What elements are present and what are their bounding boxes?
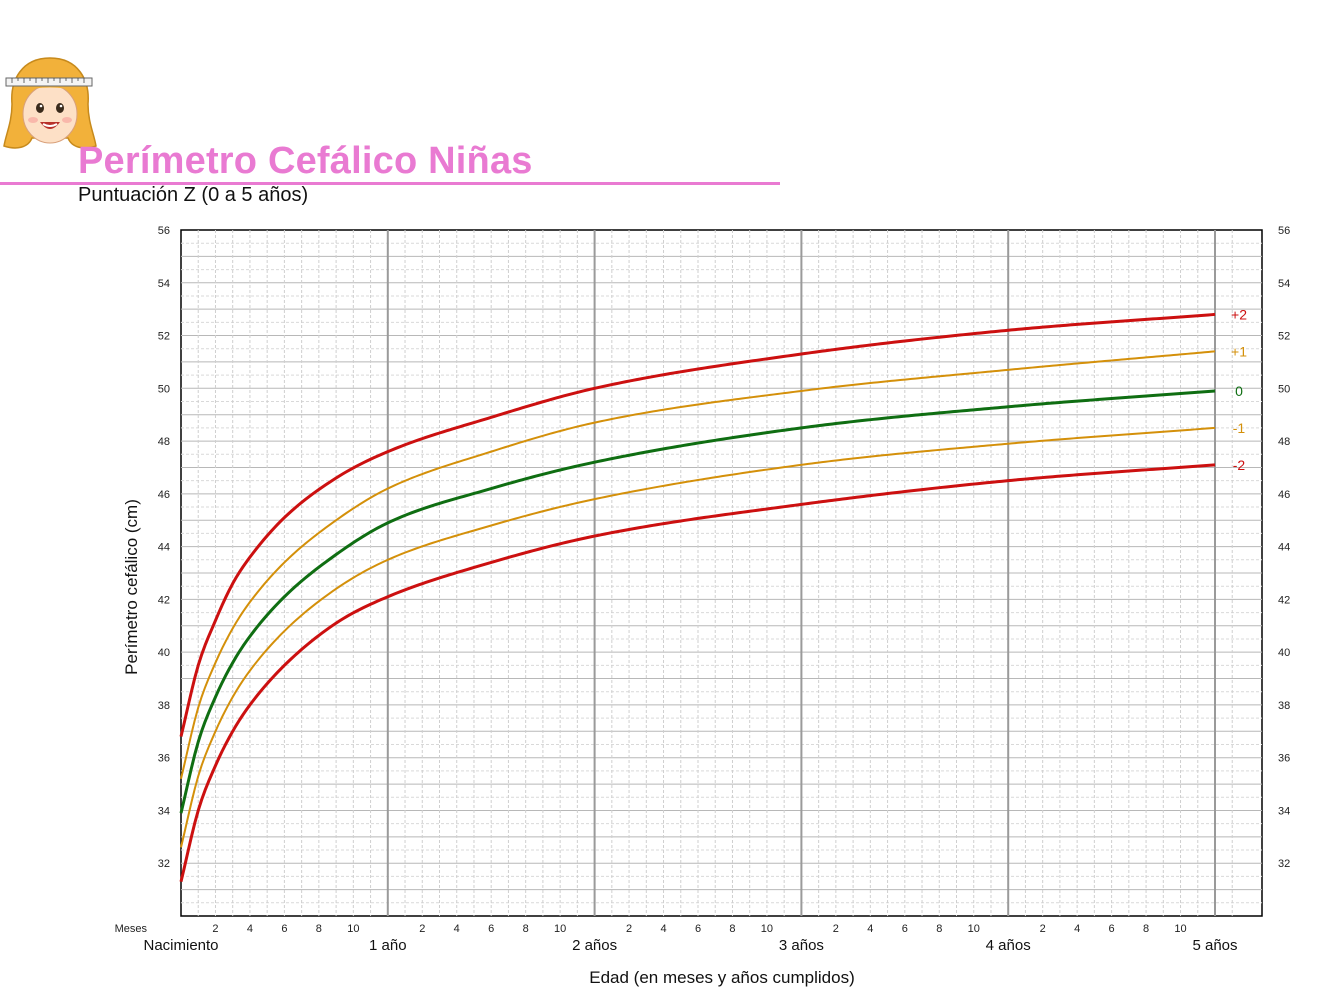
y-tick-label-left: 54 — [158, 278, 170, 290]
y-tick-label-right: 54 — [1278, 278, 1290, 290]
y-tick-label-left: 36 — [158, 753, 170, 765]
x-month-tick-label: 10 — [968, 923, 980, 935]
title-underline — [0, 182, 780, 185]
x-month-tick-label: 10 — [1174, 923, 1186, 935]
x-month-tick-label: 2 — [626, 923, 632, 935]
series-label-zplus1: +1 — [1231, 343, 1247, 359]
y-tick-label-right: 52 — [1278, 331, 1290, 343]
x-month-tick-label: 2 — [419, 923, 425, 935]
x-month-tick-label: 6 — [281, 923, 287, 935]
x-axis-label: Edad (en meses y años cumplidos) — [589, 968, 855, 987]
x-year-label: 5 años — [1192, 937, 1237, 954]
y-tick-label-left: 52 — [158, 331, 170, 343]
y-tick-label-right: 56 — [1278, 225, 1290, 237]
y-tick-label-right: 50 — [1278, 383, 1290, 395]
series-label-zplus2: +2 — [1231, 306, 1247, 322]
x-minor-axis-label: Meses — [115, 923, 148, 935]
x-month-tick-label: 2 — [1040, 923, 1046, 935]
x-month-tick-label: 8 — [316, 923, 322, 935]
series-label-zminus2: -2 — [1233, 457, 1246, 473]
chart-subtitle: Puntuación Z (0 a 5 años) — [78, 184, 309, 206]
y-axis-label: Perímetro cefálico (cm) — [122, 499, 141, 675]
y-tick-label-left: 48 — [158, 436, 170, 448]
x-year-label: Nacimiento — [143, 937, 218, 954]
y-tick-label-left: 34 — [158, 805, 170, 817]
y-tick-label-right: 38 — [1278, 700, 1290, 712]
y-tick-label-left: 42 — [158, 594, 170, 606]
y-tick-label-left: 50 — [158, 383, 170, 395]
y-tick-label-left: 46 — [158, 489, 170, 501]
y-tick-label-right: 32 — [1278, 858, 1290, 870]
chart-grid — [180, 229, 1263, 917]
y-tick-label-left: 40 — [158, 647, 170, 659]
x-month-tick-label: 4 — [867, 923, 873, 935]
series-line-zminus1 — [180, 426, 1216, 848]
y-tick-label-left: 56 — [158, 225, 170, 237]
x-month-tick-label: 10 — [347, 923, 359, 935]
girl-measuring-head-logo — [3, 57, 97, 149]
x-month-tick-label: 8 — [1143, 923, 1149, 935]
x-year-label: 2 años — [572, 937, 617, 954]
x-month-tick-label: 8 — [523, 923, 529, 935]
series-label-zminus1: -1 — [1233, 420, 1246, 436]
x-month-tick-label: 10 — [761, 923, 773, 935]
x-month-tick-label: 6 — [488, 923, 494, 935]
y-tick-label-left: 44 — [158, 542, 170, 554]
page-title: Perímetro Cefálico Niñas — [78, 140, 533, 182]
y-tick-label-left: 38 — [158, 700, 170, 712]
x-month-tick-label: 2 — [212, 923, 218, 935]
series-line-z0 — [179, 389, 1216, 814]
y-tick-label-right: 40 — [1278, 647, 1290, 659]
x-year-label: 3 años — [779, 937, 824, 954]
x-month-tick-label: 4 — [1074, 923, 1080, 935]
x-year-label: 1 año — [369, 937, 407, 954]
chart-series — [179, 312, 1216, 883]
x-month-tick-label: 8 — [729, 923, 735, 935]
x-month-tick-label: 4 — [454, 923, 460, 935]
y-tick-label-right: 46 — [1278, 489, 1290, 501]
x-month-tick-label: 4 — [660, 923, 666, 935]
x-month-tick-label: 6 — [902, 923, 908, 935]
y-tick-label-right: 42 — [1278, 594, 1290, 606]
series-label-z0: 0 — [1235, 383, 1243, 399]
y-tick-label-right: 34 — [1278, 805, 1290, 817]
series-line-zplus1 — [180, 350, 1216, 780]
x-month-tick-label: 6 — [1109, 923, 1115, 935]
x-month-tick-label: 2 — [833, 923, 839, 935]
y-tick-label-right: 48 — [1278, 436, 1290, 448]
y-tick-label-right: 36 — [1278, 753, 1290, 765]
x-month-tick-label: 10 — [554, 923, 566, 935]
y-tick-label-right: 44 — [1278, 542, 1290, 554]
series-line-zminus2 — [179, 463, 1216, 883]
x-month-tick-label: 4 — [247, 923, 253, 935]
x-year-label: 4 años — [986, 937, 1031, 954]
x-month-tick-label: 8 — [936, 923, 942, 935]
series-line-zplus2 — [179, 312, 1216, 737]
x-month-tick-label: 6 — [695, 923, 701, 935]
y-tick-label-left: 32 — [158, 858, 170, 870]
